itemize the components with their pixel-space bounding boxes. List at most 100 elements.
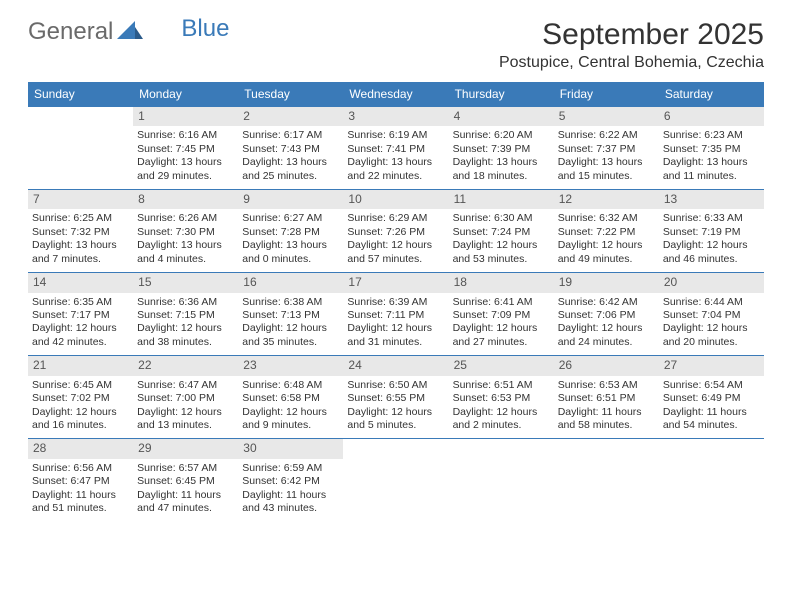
- calendar-cell: 11 Sunrise: 6:30 AMSunset: 7:24 PMDayligh…: [449, 189, 554, 272]
- day-number: 22: [133, 356, 238, 375]
- weekday-header-row: SundayMondayTuesdayWednesdayThursdayFrid…: [28, 82, 764, 106]
- day-details: Sunrise: 6:53 AMSunset: 6:51 PMDaylight:…: [558, 379, 655, 433]
- day-number: 28: [28, 439, 133, 458]
- logo-mark-icon: [117, 18, 143, 46]
- day-number: 5: [554, 107, 659, 126]
- day-details: Sunrise: 6:27 AMSunset: 7:28 PMDaylight:…: [242, 212, 339, 266]
- calendar-cell: 17 Sunrise: 6:39 AMSunset: 7:11 PMDayligh…: [343, 272, 448, 355]
- location-label: Postupice, Central Bohemia, Czechia: [499, 54, 764, 72]
- day-details: Sunrise: 6:20 AMSunset: 7:39 PMDaylight:…: [453, 129, 550, 183]
- calendar-cell: 18 Sunrise: 6:41 AMSunset: 7:09 PMDayligh…: [449, 272, 554, 355]
- day-number: 30: [238, 439, 343, 458]
- day-details: Sunrise: 6:32 AMSunset: 7:22 PMDaylight:…: [558, 212, 655, 266]
- calendar-cell: 23 Sunrise: 6:48 AMSunset: 6:58 PMDayligh…: [238, 355, 343, 438]
- weekday-header: Friday: [554, 82, 659, 106]
- calendar-cell: 15 Sunrise: 6:36 AMSunset: 7:15 PMDayligh…: [133, 272, 238, 355]
- calendar-cell: 20 Sunrise: 6:44 AMSunset: 7:04 PMDayligh…: [659, 272, 764, 355]
- day-details: Sunrise: 6:59 AMSunset: 6:42 PMDaylight:…: [242, 462, 339, 516]
- calendar-cell: 30 Sunrise: 6:59 AMSunset: 6:42 PMDayligh…: [238, 438, 343, 521]
- day-details: Sunrise: 6:38 AMSunset: 7:13 PMDaylight:…: [242, 296, 339, 350]
- logo-text-1: General: [28, 18, 113, 46]
- calendar-cell: 6 Sunrise: 6:23 AMSunset: 7:35 PMDaylight…: [659, 106, 764, 189]
- day-details: Sunrise: 6:39 AMSunset: 7:11 PMDaylight:…: [347, 296, 444, 350]
- day-details: Sunrise: 6:29 AMSunset: 7:26 PMDaylight:…: [347, 212, 444, 266]
- calendar-cell: 3 Sunrise: 6:19 AMSunset: 7:41 PMDaylight…: [343, 106, 448, 189]
- day-number: 2: [238, 107, 343, 126]
- day-details: Sunrise: 6:44 AMSunset: 7:04 PMDaylight:…: [663, 296, 760, 350]
- weekday-header: Thursday: [449, 82, 554, 106]
- day-details: Sunrise: 6:25 AMSunset: 7:32 PMDaylight:…: [32, 212, 129, 266]
- day-number: 13: [659, 190, 764, 209]
- day-details: Sunrise: 6:30 AMSunset: 7:24 PMDaylight:…: [453, 212, 550, 266]
- day-number: 7: [28, 190, 133, 209]
- calendar-cell: 25 Sunrise: 6:51 AMSunset: 6:53 PMDayligh…: [449, 355, 554, 438]
- day-details: Sunrise: 6:47 AMSunset: 7:00 PMDaylight:…: [137, 379, 234, 433]
- day-details: Sunrise: 6:36 AMSunset: 7:15 PMDaylight:…: [137, 296, 234, 350]
- day-details: Sunrise: 6:19 AMSunset: 7:41 PMDaylight:…: [347, 129, 444, 183]
- day-number: 6: [659, 107, 764, 126]
- calendar-cell: 13 Sunrise: 6:33 AMSunset: 7:19 PMDayligh…: [659, 189, 764, 272]
- day-number: 23: [238, 356, 343, 375]
- day-details: Sunrise: 6:26 AMSunset: 7:30 PMDaylight:…: [137, 212, 234, 266]
- calendar-cell: [343, 438, 448, 521]
- calendar-cell: 1 Sunrise: 6:16 AMSunset: 7:45 PMDaylight…: [133, 106, 238, 189]
- calendar-cell: [449, 438, 554, 521]
- calendar-cell: [554, 438, 659, 521]
- calendar-cell: 2 Sunrise: 6:17 AMSunset: 7:43 PMDaylight…: [238, 106, 343, 189]
- day-details: Sunrise: 6:42 AMSunset: 7:06 PMDaylight:…: [558, 296, 655, 350]
- day-number: 27: [659, 356, 764, 375]
- logo-text-2: Blue: [181, 15, 229, 43]
- calendar-cell: 9 Sunrise: 6:27 AMSunset: 7:28 PMDaylight…: [238, 189, 343, 272]
- calendar-cell: 21 Sunrise: 6:45 AMSunset: 7:02 PMDayligh…: [28, 355, 133, 438]
- calendar-cell: 22 Sunrise: 6:47 AMSunset: 7:00 PMDayligh…: [133, 355, 238, 438]
- day-number: 10: [343, 190, 448, 209]
- calendar-cell: 24Sunrise: 6:50 AMSunset: 6:55 PMDayligh…: [343, 355, 448, 438]
- weekday-header: Monday: [133, 82, 238, 106]
- day-number: 25: [449, 356, 554, 375]
- day-details: Sunrise: 6:41 AMSunset: 7:09 PMDaylight:…: [453, 296, 550, 350]
- day-number: 9: [238, 190, 343, 209]
- day-number: 21: [28, 356, 133, 375]
- weekday-header: Wednesday: [343, 82, 448, 106]
- day-number: 1: [133, 107, 238, 126]
- day-number: 3: [343, 107, 448, 126]
- day-details: Sunrise: 6:33 AMSunset: 7:19 PMDaylight:…: [663, 212, 760, 266]
- day-number: 18: [449, 273, 554, 292]
- day-number: 24: [343, 356, 448, 375]
- day-details: Sunrise: 6:16 AMSunset: 7:45 PMDaylight:…: [137, 129, 234, 183]
- day-details: Sunrise: 6:54 AMSunset: 6:49 PMDaylight:…: [663, 379, 760, 433]
- calendar-cell: 7 Sunrise: 6:25 AMSunset: 7:32 PMDaylight…: [28, 189, 133, 272]
- calendar-cell: [659, 438, 764, 521]
- day-number: 16: [238, 273, 343, 292]
- calendar-cell: 26Sunrise: 6:53 AMSunset: 6:51 PMDayligh…: [554, 355, 659, 438]
- day-number: 20: [659, 273, 764, 292]
- day-number: 4: [449, 107, 554, 126]
- calendar-cell: 12 Sunrise: 6:32 AMSunset: 7:22 PMDayligh…: [554, 189, 659, 272]
- day-details: Sunrise: 6:48 AMSunset: 6:58 PMDaylight:…: [242, 379, 339, 433]
- weekday-header: Saturday: [659, 82, 764, 106]
- calendar-cell: 14 Sunrise: 6:35 AMSunset: 7:17 PMDayligh…: [28, 272, 133, 355]
- calendar: SundayMondayTuesdayWednesdayThursdayFrid…: [28, 82, 764, 522]
- calendar-cell: 27 Sunrise: 6:54 AMSunset: 6:49 PMDayligh…: [659, 355, 764, 438]
- month-title: September 2025: [499, 18, 764, 52]
- day-number: 15: [133, 273, 238, 292]
- title-block: September 2025 Postupice, Central Bohemi…: [499, 18, 764, 72]
- day-number: 12: [554, 190, 659, 209]
- day-details: Sunrise: 6:56 AMSunset: 6:47 PMDaylight:…: [32, 462, 129, 516]
- calendar-cell: [28, 106, 133, 189]
- calendar-cell: 5Sunrise: 6:22 AMSunset: 7:37 PMDaylight…: [554, 106, 659, 189]
- calendar-cell: 28 Sunrise: 6:56 AMSunset: 6:47 PMDayligh…: [28, 438, 133, 521]
- day-details: Sunrise: 6:23 AMSunset: 7:35 PMDaylight:…: [663, 129, 760, 183]
- day-details: Sunrise: 6:45 AMSunset: 7:02 PMDaylight:…: [32, 379, 129, 433]
- calendar-cell: 8 Sunrise: 6:26 AMSunset: 7:30 PMDaylight…: [133, 189, 238, 272]
- day-details: Sunrise: 6:17 AMSunset: 7:43 PMDaylight:…: [242, 129, 339, 183]
- weekday-header: Sunday: [28, 82, 133, 106]
- day-number: 17: [343, 273, 448, 292]
- day-number: 11: [449, 190, 554, 209]
- day-details: Sunrise: 6:51 AMSunset: 6:53 PMDaylight:…: [453, 379, 550, 433]
- day-number: 8: [133, 190, 238, 209]
- day-number: 14: [28, 273, 133, 292]
- calendar-grid: 1 Sunrise: 6:16 AMSunset: 7:45 PMDaylight…: [28, 106, 764, 522]
- calendar-cell: 10 Sunrise: 6:29 AMSunset: 7:26 PMDayligh…: [343, 189, 448, 272]
- day-details: Sunrise: 6:35 AMSunset: 7:17 PMDaylight:…: [32, 296, 129, 350]
